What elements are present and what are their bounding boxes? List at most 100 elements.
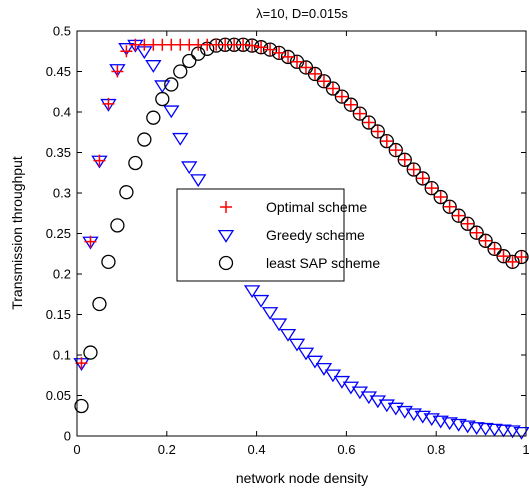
- data-point: [460, 216, 475, 231]
- x-tick-label: 0: [73, 442, 80, 457]
- x-tick-label: 0.2: [158, 442, 176, 457]
- data-point: [307, 66, 323, 82]
- data-point: [452, 209, 465, 222]
- data-point: [308, 67, 321, 80]
- y-tick-label: 0.5: [53, 24, 71, 39]
- data-point: [316, 74, 332, 89]
- y-tick-label: 0.45: [46, 64, 71, 79]
- data-point: [362, 116, 375, 129]
- y-tick-label: 0.15: [46, 307, 71, 322]
- data-point: [255, 41, 268, 54]
- data-point: [406, 162, 421, 177]
- data-point: [443, 200, 456, 213]
- data-point: [271, 45, 287, 61]
- x-tick-label: 0.8: [427, 442, 445, 457]
- data-point: [380, 135, 393, 148]
- data-point: [479, 234, 492, 247]
- data-point: [273, 46, 286, 59]
- data-point: [469, 225, 484, 240]
- data-point: [146, 110, 161, 125]
- y-tick-label: 0.2: [53, 267, 71, 282]
- data-point: [243, 285, 261, 299]
- y-tick-label: 0: [64, 429, 71, 444]
- data-point: [504, 425, 521, 439]
- data-point: [237, 38, 250, 51]
- data-point: [190, 174, 207, 188]
- legend-label: Optimal scheme: [266, 199, 367, 215]
- data-marks: [73, 37, 529, 440]
- data-point: [379, 134, 394, 149]
- data-point: [83, 345, 98, 360]
- data-point: [119, 185, 134, 200]
- data-point: [514, 249, 529, 265]
- data-point: [470, 226, 483, 239]
- data-point: [335, 90, 348, 103]
- data-point: [488, 242, 501, 255]
- y-tick-label: 0.35: [46, 145, 71, 160]
- data-point: [299, 61, 312, 74]
- data-point: [477, 422, 494, 436]
- x-tick-label: 1: [522, 442, 529, 457]
- data-point: [495, 424, 512, 438]
- chart-title: λ=10, D=0.015s: [256, 6, 348, 21]
- data-point: [486, 423, 503, 437]
- data-point: [253, 40, 269, 55]
- data-point: [433, 189, 448, 205]
- data-point: [306, 355, 324, 369]
- data-point: [261, 307, 279, 320]
- data-point: [93, 154, 106, 167]
- axes: 0 0.2 0.4 0.6 0.8 1 0 0.05 0.1 0.15 0.2 0.25 0.3 0.35…: [46, 24, 529, 458]
- data-point: [334, 89, 350, 104]
- data-point: [324, 369, 342, 383]
- data-point: [415, 171, 430, 186]
- data-point: [326, 82, 339, 95]
- legend: Optimal scheme Greedy scheme least SAP sch…: [176, 188, 380, 282]
- data-point: [154, 80, 171, 94]
- legend-label: Greedy scheme: [266, 227, 365, 243]
- data-point: [389, 144, 402, 157]
- data-point: [344, 98, 357, 111]
- y-tick-label: 0.1: [53, 348, 71, 363]
- data-point: [155, 91, 170, 107]
- y-tick-label: 0.4: [53, 105, 71, 120]
- data-point: [110, 218, 125, 233]
- data-point: [459, 420, 476, 434]
- data-point: [388, 142, 403, 158]
- series-optimal-scheme: [75, 38, 528, 370]
- data-point: [164, 77, 179, 92]
- data-point: [92, 296, 107, 312]
- data-point: [353, 107, 366, 120]
- data-point: [487, 241, 502, 257]
- data-point: [317, 75, 330, 88]
- y-tick-label: 0.25: [46, 226, 71, 241]
- legend-marker: [218, 255, 234, 271]
- data-point: [505, 254, 520, 270]
- legend-marker: [217, 230, 235, 243]
- y-axis-label: Transmission throughput: [9, 156, 25, 310]
- data-point: [468, 422, 485, 435]
- data-point: [270, 318, 288, 332]
- data-point: [173, 64, 188, 79]
- data-point: [352, 106, 368, 121]
- data-point: [325, 81, 341, 96]
- data-point: [497, 250, 510, 263]
- y-tick-label: 0.3: [53, 186, 71, 201]
- data-point: [397, 152, 412, 167]
- data-point: [434, 191, 447, 204]
- data-point: [398, 153, 411, 166]
- data-point: [407, 163, 420, 176]
- data-point: [181, 161, 198, 175]
- data-point: [137, 132, 152, 147]
- legend-item: Greedy scheme: [217, 227, 365, 243]
- data-point: [246, 39, 259, 52]
- data-point: [441, 417, 458, 431]
- data-point: [182, 53, 197, 69]
- data-point: [416, 172, 429, 185]
- legend-label: least SAP scheme: [266, 255, 380, 271]
- data-point: [102, 97, 115, 110]
- data-point: [442, 199, 457, 214]
- data-point: [279, 328, 297, 342]
- data-point: [461, 217, 474, 230]
- legend-box: [176, 188, 345, 282]
